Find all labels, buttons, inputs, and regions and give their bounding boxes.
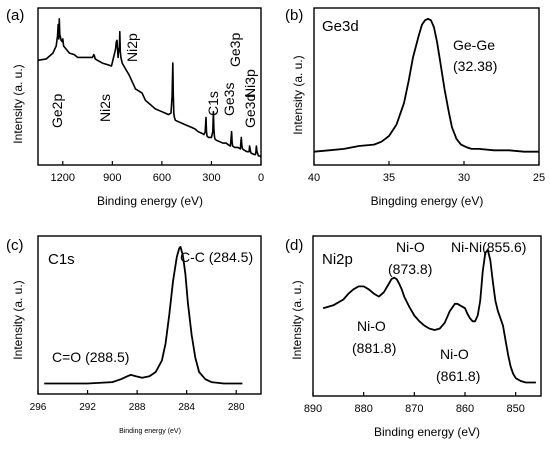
panel-a: (a) Intensity (a. u.) 1200 900 600 300 0 Bin…: [6, 7, 264, 208]
peak-label-ge2p: Ge2p: [49, 94, 65, 128]
panel-d-title: Ni2p: [322, 251, 353, 268]
peak-label-ni2p: Ni2p: [124, 33, 140, 62]
panel-b-title: Ge3d: [322, 18, 359, 35]
x-tick-label: 288: [129, 402, 146, 413]
panel-b: (b) Intensity (a. u.) Ge3d Ge-Ge (32.38)…: [285, 7, 545, 208]
panel-c-axes-frame: [37, 235, 262, 395]
panel-c: (c) Intensity (a. u.) C1s C-C (284.5) C=…: [6, 235, 262, 435]
peak-label-ge3p: Ge3p: [227, 33, 243, 67]
x-tick-label: 900: [103, 172, 121, 184]
annotation-c-o: C=O (288.5): [52, 349, 129, 365]
x-tick-label: 850: [506, 403, 524, 415]
panel-d-axes-frame: [312, 235, 542, 397]
panel-c-xlabel: Binding energy (eV): [119, 428, 181, 435]
panel-b-annotation-line1: Ge-Ge: [453, 37, 495, 53]
x-tick-label: 880: [354, 403, 372, 415]
x-tick-label: 284: [178, 402, 195, 413]
x-tick-label: 860: [456, 403, 474, 415]
annotation-ni-o-861-value: (861.8): [436, 368, 480, 384]
panel-a-x-ticks: 1200 900 600 300 0: [51, 161, 264, 184]
panel-d-ylabel: Intensity (a. u.): [290, 280, 304, 359]
panel-b-xlabel: Bingding energy (eV): [371, 194, 484, 208]
peak-label-ni2s: Ni2s: [97, 94, 113, 122]
panel-b-axes-frame: [313, 7, 540, 166]
panel-b-label: (b): [285, 7, 303, 24]
panel-d: (d) Intensity (a. u.) Ni2p Ni-O (873.8) …: [285, 235, 542, 439]
x-tick-label: 40: [308, 172, 320, 184]
panel-a-spectrum-line: [37, 18, 262, 158]
panel-c-label: (c): [6, 237, 24, 254]
x-tick-label: 600: [153, 172, 171, 184]
annotation-c-c: C-C (284.5): [180, 249, 253, 265]
annotation-ni-o-881-value: (881.8): [352, 340, 396, 356]
annotation-ni-o-881-name: Ni-O: [357, 318, 386, 334]
peak-label-ge3d: Ge3d: [242, 94, 258, 128]
x-tick-label: 890: [304, 403, 322, 415]
x-tick-label: 1200: [51, 172, 75, 184]
x-tick-label: 30: [458, 172, 470, 184]
x-tick-label: 35: [383, 172, 395, 184]
peak-label-ge3s: Ge3s: [221, 83, 237, 116]
x-tick-label: 300: [202, 172, 220, 184]
panel-a-axes-frame: [37, 7, 262, 166]
annotation-ni-o-861-name: Ni-O: [440, 346, 469, 362]
x-tick-label: 870: [405, 403, 423, 415]
panel-a-peak-labels: Ge2p Ni2s Ni2p C1s Ge3s Ge3p Ni3p Ge3d: [49, 33, 258, 128]
annotation-ni-ni: Ni-Ni(855.6): [451, 239, 526, 255]
x-tick-label: 0: [258, 172, 264, 184]
panel-b-spectrum-line: [313, 17, 539, 153]
annotation-ni-o-873-name: Ni-O: [396, 239, 425, 255]
panel-d-xlabel: Binding energy (eV): [374, 425, 480, 439]
panel-c-ylabel: Intensity (a. u.): [11, 280, 25, 359]
x-tick-label: 292: [79, 402, 96, 413]
panel-c-x-ticks: 296 292 288 284 280: [30, 390, 245, 413]
panel-a-xlabel: Binding energy (eV): [97, 194, 203, 208]
panel-a-label: (a): [6, 7, 24, 24]
x-tick-label: 296: [30, 402, 47, 413]
panel-c-title: C1s: [48, 251, 75, 268]
x-tick-label: 280: [228, 402, 245, 413]
panel-d-x-ticks: 890 880 870 860 850: [304, 392, 525, 415]
panel-b-ylabel: Intensity (a. u.): [291, 55, 305, 134]
peak-label-c1s: C1s: [205, 91, 221, 116]
peak-label-ni3p: Ni3p: [242, 69, 258, 98]
panel-c-spectrum-line: [44, 246, 243, 385]
annotation-ni-o-873-value: (873.8): [388, 261, 432, 277]
panel-b-x-ticks: 40 35 30 25: [308, 161, 545, 184]
x-tick-label: 25: [533, 172, 545, 184]
panel-d-label: (d): [285, 237, 303, 254]
panel-a-ylabel: Intensity (a. u.): [11, 64, 25, 143]
panel-d-spectrum-line: [322, 249, 536, 384]
panel-b-annotation-line2: (32.38): [453, 58, 497, 74]
